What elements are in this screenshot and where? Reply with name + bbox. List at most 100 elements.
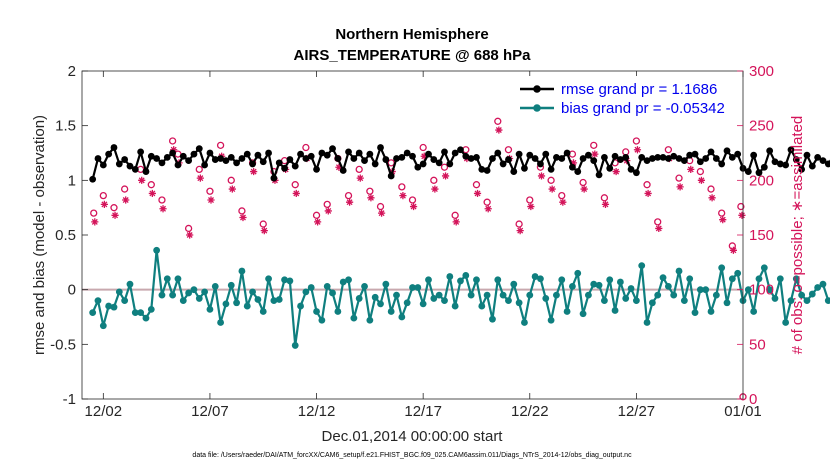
rmse-point [126,162,134,170]
rmse-point [366,150,374,158]
rmse-point [670,152,678,160]
bias-point [217,319,224,326]
obs-assimilated-marker [431,185,439,193]
obs-assimilated-marker [697,176,706,184]
bias-point [435,291,443,299]
bias-point [787,297,795,304]
obs-assimilated-marker [324,207,332,215]
bias-point [409,284,416,291]
series-layer [89,144,830,349]
rmse-point [686,151,694,159]
obs-assimilated-marker [738,211,746,219]
rmse-point [227,153,235,161]
rmse-point [574,168,582,175]
bias-point [696,286,704,294]
bias-point [712,291,720,299]
rmse-point [478,166,486,173]
obs-assimilated-marker [138,176,146,184]
rmse-point [648,155,656,162]
obs-assimilated-marker [111,211,119,219]
obs-assimilated-marker [729,246,738,254]
x-tick-label: 12/27 [618,403,656,420]
bias-point [142,314,150,322]
bias-point [744,286,752,294]
rmse-point [814,153,822,161]
rmse-point [142,168,150,175]
rmse-point [89,175,97,183]
bias-point [579,310,587,318]
bias-point [329,289,336,297]
rmse-point [265,149,272,157]
obs-assimilated-marker [708,194,716,202]
obs-possible-marker [558,191,566,200]
bias-point [457,277,464,285]
bias-point [291,342,299,349]
bias-point [238,267,246,275]
obs-possible-marker [99,191,107,200]
obs-possible-marker [323,200,331,209]
rmse-point [334,155,342,162]
rmse-point [158,159,166,167]
obs-assimilated-marker [228,185,236,193]
rmse-point [131,166,139,173]
bias-point [249,288,256,296]
bias-point [728,275,736,283]
y2-tick-label: 50 [749,336,766,353]
obs-possible-marker [590,141,598,149]
obs-possible-marker [600,194,609,202]
rmse-point [377,144,384,151]
obs-assimilated-marker [516,227,524,235]
rmse-point [707,148,715,156]
rmse-point [238,155,246,162]
rmse-point [510,168,518,175]
obs-assimilated-marker [655,224,663,233]
bias-point [467,291,475,299]
bias-line [91,249,830,347]
rmse-point [115,160,123,168]
rmse-point [467,155,475,162]
rmse-point [558,155,566,162]
rmse-point [201,161,209,169]
obs-assimilated-marker [644,189,652,198]
obs-possible-marker [312,211,321,219]
rmse-point [329,145,336,153]
bias-point [361,282,368,290]
x-tick-label: 12/07 [191,403,229,420]
obs-possible-marker [737,202,745,211]
rmse-point [505,156,512,163]
rmse-point [409,152,416,160]
rmse-point [254,151,262,159]
bias-point [606,276,614,284]
bias-point [627,285,635,292]
rmse-point [169,149,177,157]
obs-possible-marker [696,167,705,176]
obs-possible-marker [302,143,310,152]
ticks-layer: 12/02 12/07 12/12 12/17 12/22 12/27 01/01 -1 -0.… [50,63,774,420]
bias-point [702,286,710,294]
rmse-point [195,145,203,153]
bias-point [675,267,683,275]
rmse-point [179,152,187,160]
bias-point [611,307,619,314]
rmse-point [803,151,811,159]
bias-point [776,275,784,283]
legend-bias-label: bias grand pr = -0.05342 [561,100,725,117]
rmse-point [606,164,614,172]
obs-possible-marker [707,185,715,193]
bias-point [798,291,806,299]
obs-assimilated-marker [633,146,642,154]
obs-possible-marker [504,146,513,154]
bias-point [371,293,379,301]
rmse-point [734,150,742,158]
bias-point [451,302,459,310]
rmse-point [441,148,448,156]
bias-point [233,299,240,307]
rmse-point [675,155,683,162]
bias-point [281,276,288,284]
rmse-point [163,153,171,161]
rmse-point [483,167,491,174]
bias-point [201,288,209,296]
rmse-point [281,164,288,172]
bias-point [494,276,502,284]
